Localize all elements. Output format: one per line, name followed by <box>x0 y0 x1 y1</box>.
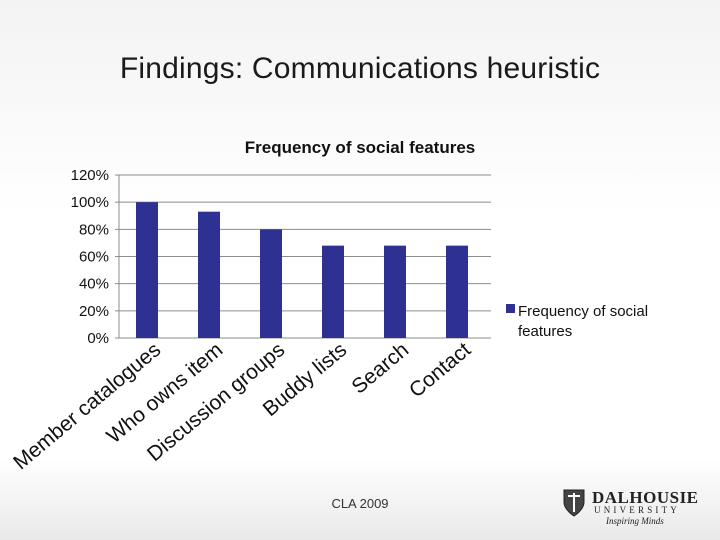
x-tick-label: Contact <box>405 338 475 402</box>
y-tick-label: 0% <box>87 330 109 347</box>
y-tick-label: 40% <box>79 276 109 293</box>
slide-title: Findings: Communications heuristic <box>119 52 601 85</box>
y-axis-ticks: 0% 20% 40% 60% 80% 100% 120% <box>71 167 109 347</box>
crest-shield-icon <box>563 489 585 517</box>
y-tick-label: 80% <box>79 221 109 238</box>
footer-text: CLA 2009 <box>331 496 389 511</box>
bar <box>322 245 344 338</box>
bar <box>260 229 282 338</box>
x-tick-label: Search <box>347 338 413 398</box>
bars <box>136 202 468 338</box>
logo-subname: UNIVERSITY <box>594 505 680 515</box>
legend-label: Frequency of social features <box>518 303 648 340</box>
legend-swatch <box>506 304 515 313</box>
y-tick-label: 100% <box>71 194 109 211</box>
bar <box>136 202 158 338</box>
bar <box>384 245 406 338</box>
gridlines <box>115 174 491 339</box>
legend: Frequency of social features <box>506 303 648 340</box>
y-tick-label: 60% <box>79 249 109 266</box>
chart-title: Frequency of social features <box>245 138 476 157</box>
y-tick-label: 120% <box>71 167 109 184</box>
university-logo: DALHOUSIE UNIVERSITY Inspiring Minds <box>562 486 712 530</box>
logo-name: DALHOUSIE <box>592 488 699 507</box>
bar <box>198 211 220 338</box>
bar <box>446 245 468 338</box>
logo-tagline: Inspiring Minds <box>606 516 664 526</box>
y-tick-label: 20% <box>79 303 109 320</box>
